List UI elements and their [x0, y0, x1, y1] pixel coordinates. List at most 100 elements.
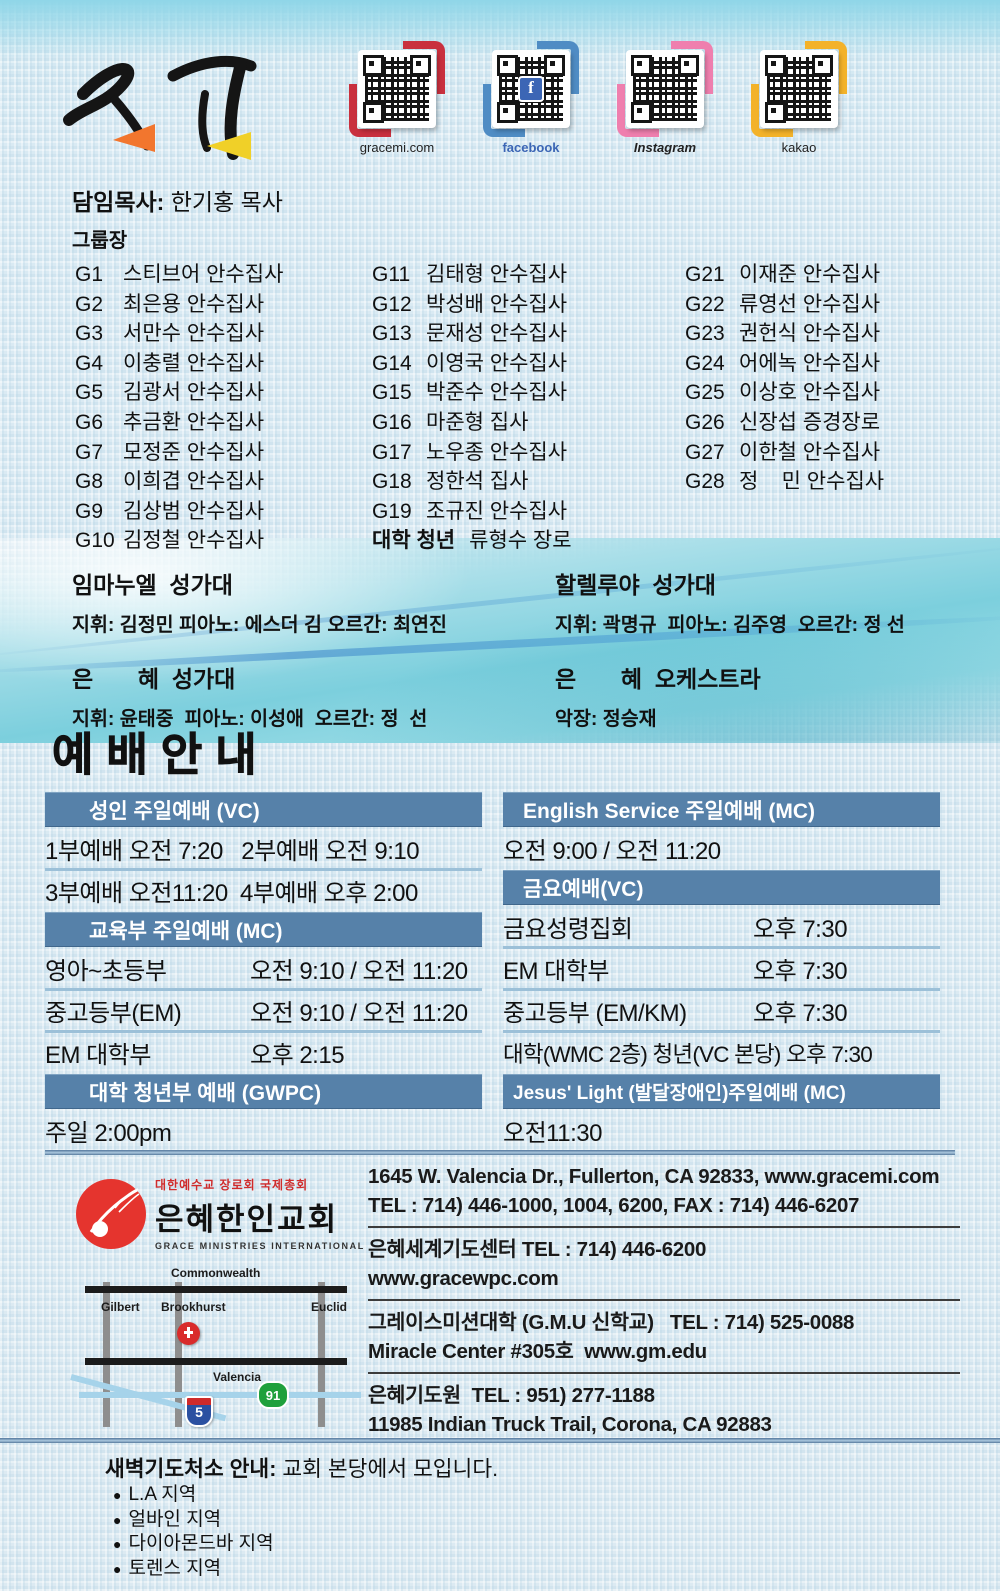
row-time: 오전 9:10 / 오전 11:20	[250, 1000, 468, 1027]
road-valencia	[85, 1358, 347, 1365]
group-row: G28 정 민 안수집사	[685, 467, 985, 497]
group-row: G21 이재준 안수집사	[685, 260, 985, 290]
worship-row: 오전11:30	[503, 1111, 940, 1150]
group-row: G24 어에녹 안수집사	[685, 349, 985, 379]
street-label: Brookhurst	[161, 1300, 226, 1314]
group-leader-name: 서만수 안수집사	[123, 322, 265, 346]
church-name: 은혜한인교회	[155, 1202, 339, 1237]
header-text: 금요예배(VC)	[523, 877, 644, 901]
choir-name: 할렐루야 성가대	[555, 572, 716, 598]
choir-hallelujah: 할렐루야 성가대 지휘: 곽명규 피아노: 김주영 오르간: 정 선	[555, 566, 995, 637]
group-leader-name: 문재성 안수집사	[426, 322, 568, 346]
college-youth-leader-name: 류형수 장로	[469, 529, 572, 553]
group-id: G9	[75, 499, 104, 523]
group-leader-name: 스티브어 안수집사	[123, 263, 284, 286]
group-id: G18	[372, 470, 412, 494]
group-leader-name: 이충렬 안수집사	[123, 351, 265, 375]
dawn-prayer-region: ● 토렌스 지역	[113, 1557, 498, 1582]
qr-label: facebook	[502, 140, 560, 155]
header-text: 교육부 주일예배 (MC)	[89, 919, 283, 943]
phone-line: 그레이스미션대학 (G.M.U 신학교) TEL : 714) 525-0088	[368, 1311, 855, 1334]
orchestra-staff: 악장: 정승재	[555, 708, 657, 730]
worship-row: 주일 2:00pm	[45, 1111, 482, 1150]
group-list-col3: G21 이재준 안수집사 G22 류영선 안수집사 G23 권헌식 안수집사 G…	[685, 260, 985, 497]
group-row: G2 최은용 안수집사	[75, 290, 375, 320]
qr-finder	[765, 55, 786, 76]
worship-row: 중고등부 (EM/KM) 오후 7:30	[503, 991, 940, 1033]
row-time: 오후 7:30	[753, 958, 848, 985]
header-text: English Service 주일예배 (MC)	[523, 799, 815, 823]
college-youth-leader-row: 대학 청년 류형수 장로	[372, 526, 672, 556]
qr-item-kakao: kakao	[751, 41, 847, 155]
worship-row: 오전 9:00 / 오전 11:20	[503, 829, 940, 868]
orchestra-name: 은 혜 오케스트라	[555, 666, 761, 692]
row-label: 영아~초등부	[45, 958, 167, 985]
group-leader-name: 이재준 안수집사	[739, 263, 881, 286]
group-leaders-title: 그룹장	[72, 230, 128, 252]
street-label: Valencia	[213, 1370, 262, 1384]
header-text: Jesus' Light (발달장애인)주일예배 (MC)	[513, 1083, 846, 1104]
group-leader-name: 정한석 집사	[426, 470, 529, 494]
row-time: 오후 7:30	[753, 916, 848, 943]
choir-staff: 지휘: 김정민 피아노: 에스더 김 오르간: 최연진	[72, 614, 447, 636]
bullet-icon: ●	[113, 1560, 122, 1577]
worship-section-header: 교육부 주일예배 (MC)	[45, 912, 482, 947]
worship-row: 대학(WMC 2층) 청년(VC 본당) 오후 7:30	[503, 1033, 940, 1072]
group-row: G15 박준수 안수집사	[372, 378, 672, 408]
group-row: G8 이희겹 안수집사	[75, 467, 375, 497]
group-id: G26	[685, 410, 725, 434]
group-leader-name: 최은용 안수집사	[123, 292, 265, 316]
group-leader-name: 어에녹 안수집사	[739, 351, 881, 375]
qr-finder	[497, 102, 518, 123]
street-label: Gilbert	[101, 1300, 140, 1314]
worship-row: 금요성령집회 오후 7:30	[503, 907, 940, 949]
group-row: G7 모정준 안수집사	[75, 438, 375, 468]
group-row: G22 류영선 안수집사	[685, 290, 985, 320]
group-row: G25 이상호 안수집사	[685, 378, 985, 408]
qr-finder	[363, 102, 384, 123]
choir-staff: 지휘: 곽명규 피아노: 김주영 오르간: 정 선	[555, 614, 905, 636]
group-id: G24	[685, 351, 725, 375]
worship-section-header: 성인 주일예배 (VC)	[45, 792, 482, 827]
group-row: G27 이한철 안수집사	[685, 438, 985, 468]
contact-info: 1645 W. Valencia Dr., Fullerton, CA 9283…	[368, 1160, 960, 1445]
group-leader-name: 류영선 안수집사	[739, 292, 881, 316]
worship-section-header: Jesus' Light (발달장애인)주일예배 (MC)	[503, 1074, 940, 1109]
qr-code-kakao	[751, 41, 847, 137]
row-time: 오후 7:30	[753, 1000, 848, 1027]
group-id: G16	[372, 410, 412, 434]
choir-column-right: 할렐루야 성가대 지휘: 곽명규 피아노: 김주영 오르간: 정 선 은 혜 오…	[555, 566, 995, 754]
region-label: 다이아몬드바 지역	[128, 1533, 274, 1554]
group-id: G4	[75, 351, 104, 375]
qr-card	[626, 50, 704, 128]
row-time: 오전 9:10 / 오전 11:20	[250, 958, 468, 985]
qr-finder	[544, 55, 565, 76]
group-id: G27	[685, 440, 725, 464]
dawn-prayer-title-line: 새벽기도처소 안내: 교회 본당에서 모입니다.	[105, 1452, 498, 1483]
choir-immanuel: 임마누엘 성가대 지휘: 김정민 피아노: 에스더 김 오르간: 최연진	[72, 566, 512, 637]
interstate-5-shield: 5	[185, 1396, 213, 1427]
choir-name: 임마누엘 성가대	[72, 572, 233, 598]
group-row: G26 신장섭 증경장로	[685, 408, 985, 438]
group-leader-name: 김상범 안수집사	[123, 499, 265, 523]
worship-table-right: English Service 주일예배 (MC) 오전 9:00 / 오전 1…	[503, 790, 940, 1150]
dawn-prayer-notice: 새벽기도처소 안내: 교회 본당에서 모입니다. ● L.A 지역 ● 얼바인 …	[105, 1452, 498, 1581]
qr-finder	[812, 55, 833, 76]
group-id: G3	[75, 322, 104, 346]
qr-code-row: gracemi.com f facebook	[349, 41, 847, 155]
group-row: G6 추금환 안수집사	[75, 408, 375, 438]
phone-line: 은혜세계기도센터 TEL : 714) 446-6200	[368, 1238, 707, 1261]
group-leader-name: 이상호 안수집사	[739, 381, 881, 405]
row-text: 3부예배 오전11:20 4부예배 오후 2:00	[45, 880, 418, 907]
group-id: G6	[75, 410, 104, 434]
choir-grace: 은 혜 성가대 지휘: 윤태중 피아노: 이성애 오르간: 정 선	[72, 660, 512, 731]
group-id: G2	[75, 292, 104, 316]
row-label: EM 대학부	[45, 1042, 151, 1069]
phone-line: 은혜기도원 TEL : 951) 277-1188	[368, 1384, 655, 1407]
group-leader-name: 이한철 안수집사	[739, 440, 881, 464]
qr-code-instagram	[617, 41, 713, 137]
worship-table-left: 성인 주일예배 (VC) 1부예배 오전 7:20 2부예배 오전 9:10 3…	[45, 790, 482, 1150]
qr-finder	[631, 55, 652, 76]
worship-section-header: 대학 청년부 예배 (GWPC)	[45, 1074, 482, 1109]
dawn-prayer-title: 새벽기도처소 안내:	[105, 1457, 277, 1481]
